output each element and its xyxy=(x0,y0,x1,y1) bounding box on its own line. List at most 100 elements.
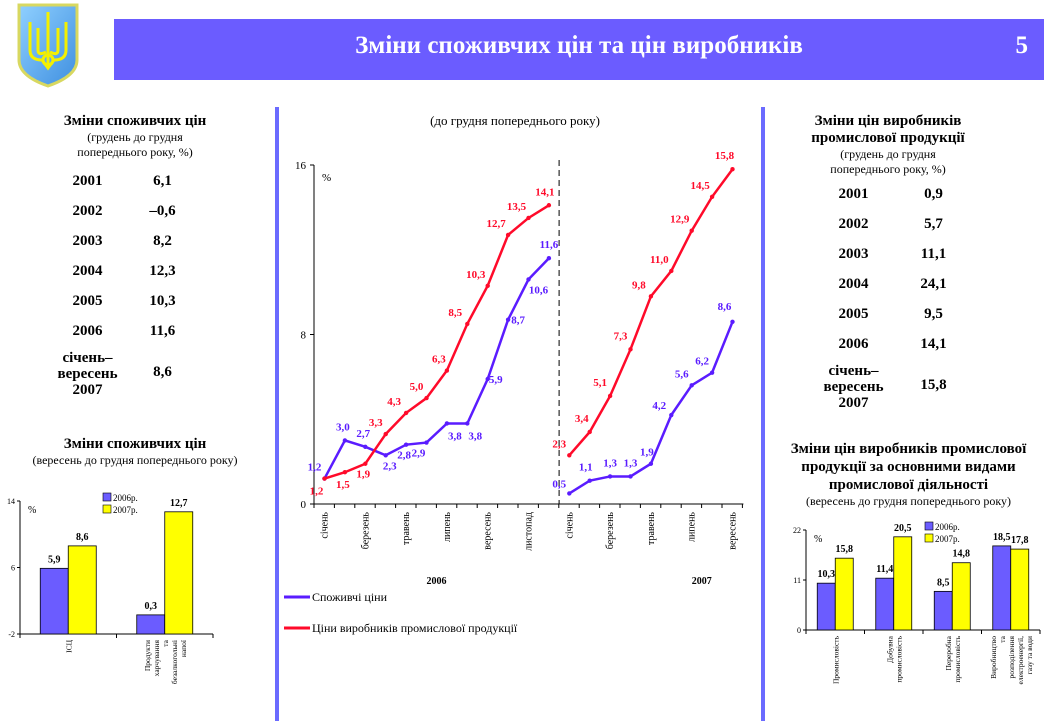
data-label: 1,9 xyxy=(640,447,654,459)
y-tick-label: 14 xyxy=(7,497,15,506)
table-row: 2003 11,1 xyxy=(816,239,976,269)
category-label: промисловість xyxy=(894,635,903,682)
data-point xyxy=(669,268,674,274)
period-line-3: 2007 xyxy=(838,395,869,411)
y-unit-label: % xyxy=(322,172,331,184)
data-label: 3,0 xyxy=(336,421,350,433)
data-point xyxy=(485,283,490,288)
value-cell: 0,9 xyxy=(924,185,943,202)
ppi-table: 2001 0,9 2002 5,7 2003 11,1 2004 24,1 2005 9,… xyxy=(816,179,976,412)
data-label: 4,3 xyxy=(387,396,401,408)
data-label: 2,8 xyxy=(397,450,411,462)
y-tick-label: 0 xyxy=(797,626,801,635)
price-line-chart: 0 8 16% січень березень травень липень вересень… xyxy=(284,150,744,635)
bar-2007 xyxy=(893,536,913,631)
data-label: 5,9 xyxy=(489,374,503,386)
ppi-bar-chart-title-2: продукції за основними видами xyxy=(801,459,1016,475)
x-tick-label: січень xyxy=(564,512,575,539)
data-label: 2,9 xyxy=(412,448,426,460)
x-tick-label: вересень xyxy=(483,512,494,550)
category-label: розподілення xyxy=(1007,635,1016,678)
bar-2006 xyxy=(816,582,836,631)
bar-2007 xyxy=(1010,548,1030,631)
category-label: Промисловість xyxy=(831,635,840,684)
data-label: 6,2 xyxy=(695,356,709,368)
line-chart-title: (до грудня попереднього року) xyxy=(430,113,600,128)
cpi-bar-chart-header: Зміни споживчих цін (вересень до грудня … xyxy=(0,436,270,468)
year-cell: 2001 xyxy=(72,172,103,189)
data-label: 14,5 xyxy=(690,180,710,192)
series-line-2007 xyxy=(568,321,734,495)
value-cell: 14,1 xyxy=(920,335,947,352)
y-tick-label: 0 xyxy=(301,499,307,511)
data-point xyxy=(730,167,735,172)
data-point xyxy=(444,421,450,426)
legend-label-producer: Ціни виробників промислової продукції xyxy=(312,621,518,635)
category-label: безалкогольні xyxy=(170,640,179,684)
y-tick-label: 16 xyxy=(295,160,307,172)
data-label: 3,8 xyxy=(448,430,462,442)
data-point xyxy=(363,444,368,449)
y-tick-label: 6 xyxy=(11,564,15,573)
bar-2006 xyxy=(933,590,953,631)
data-label: 8,7 xyxy=(511,315,525,327)
data-label: 1,9 xyxy=(356,469,370,481)
year-cell: 2004 xyxy=(72,262,103,279)
period-line-2: вересень xyxy=(823,379,884,395)
ppi-bar-chart-subtitle: (вересень до грудня попереднього року) xyxy=(805,494,1011,508)
cpi-bar-chart-subtitle: (вересень до грудня попереднього року) xyxy=(32,453,238,467)
period-line-1: січень– xyxy=(62,350,113,366)
data-point xyxy=(526,277,531,282)
data-point xyxy=(383,431,388,437)
ppi-table-panel: Зміни цін виробників промислової продукц… xyxy=(768,113,1008,411)
data-label: 2,7 xyxy=(356,428,370,440)
data-label: 11,6 xyxy=(540,239,559,251)
data-label: 1,3 xyxy=(603,457,617,469)
data-label: 3,8 xyxy=(468,430,482,442)
value-cell: 6,1 xyxy=(153,172,172,189)
legend-label-2006: 2006р. xyxy=(935,522,960,532)
data-point xyxy=(607,474,613,479)
data-point xyxy=(648,294,654,299)
data-point xyxy=(505,232,511,238)
period-line-2: вересень xyxy=(57,366,118,382)
ppi-table-subtitle-2: попереднього року, %) xyxy=(830,162,946,176)
data-label: 1,3 xyxy=(624,457,638,469)
data-label: 10,6 xyxy=(529,284,549,296)
bar-2007 xyxy=(67,545,97,635)
data-point xyxy=(587,478,592,483)
bar-value-label: 20,5 xyxy=(894,523,912,534)
bar-2007 xyxy=(834,557,854,631)
table-row: січень– вересень 2007 8,6 xyxy=(50,346,200,398)
data-point xyxy=(587,429,592,435)
x-tick-label: вересень xyxy=(728,512,739,550)
legend-swatch-2006 xyxy=(102,492,112,502)
y-tick-label: 22 xyxy=(793,526,801,535)
category-label: промисловість xyxy=(953,635,962,682)
data-point xyxy=(607,393,613,399)
category-label: електроенергії, xyxy=(1016,636,1025,685)
period-cell: січень– вересень 2007 xyxy=(816,359,891,411)
divider-right xyxy=(761,107,765,721)
data-label: 5,0 xyxy=(410,381,424,393)
divider-left xyxy=(275,107,279,721)
category-label: харчування xyxy=(152,639,161,676)
series-producer-prices: 1,2 1,5 1,9 3,3 4,3 5,0 6,3 8,5 10,3 12,713,5 14,1… xyxy=(310,150,735,498)
value-cell: 10,3 xyxy=(149,292,176,309)
value-cell: 11,1 xyxy=(920,245,947,262)
table-row: 2006 14,1 xyxy=(816,329,976,359)
x-tick-label: травень xyxy=(401,512,412,545)
data-point xyxy=(342,438,348,443)
bar-value-label: 0,3 xyxy=(145,601,158,612)
legend-label-2007: 2007р. xyxy=(935,534,960,544)
y-unit-label: % xyxy=(28,505,36,516)
x-tick-label: березень xyxy=(605,512,616,550)
data-label: 8,6 xyxy=(718,301,732,313)
ppi-table-title-1: Зміни цін виробників xyxy=(814,113,962,129)
bar-value-label: 18,5 xyxy=(993,532,1011,543)
title-banner: Зміни споживчих цін та цін виробників 5 xyxy=(114,19,1044,80)
bar-2006 xyxy=(136,614,166,635)
bar-value-label: 5,9 xyxy=(48,554,61,565)
bar-value-label: 11,4 xyxy=(876,564,893,575)
bar-2007 xyxy=(164,511,194,635)
